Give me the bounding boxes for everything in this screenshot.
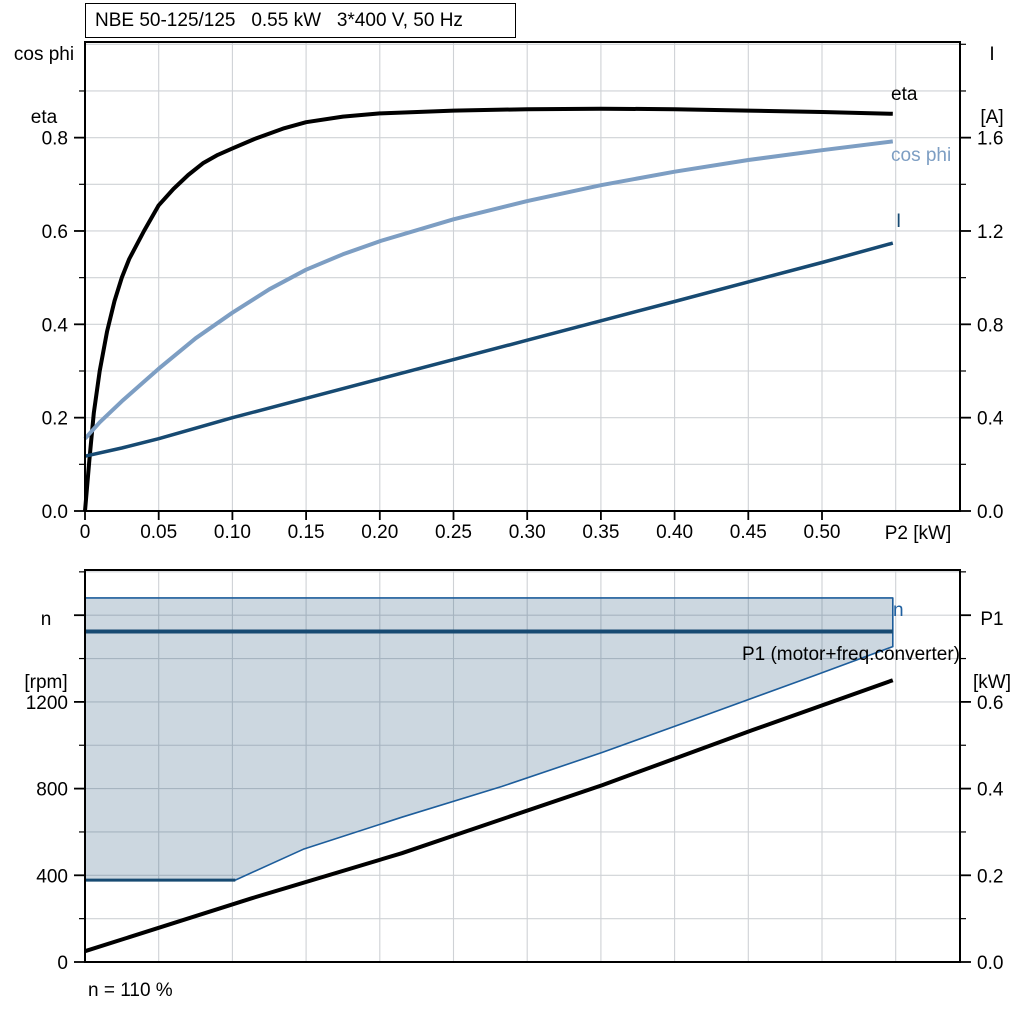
n-curve-label: n xyxy=(893,600,904,621)
current-curve-label: I xyxy=(896,211,902,232)
top-chart-right-tick-label: 0.0 xyxy=(977,502,1003,523)
top-chart-right-tick-label: 0.4 xyxy=(977,409,1004,430)
bottom-chart-area-n-speed-operating-range xyxy=(84,597,894,881)
right-axis-unit-ampere: [A] xyxy=(980,107,1004,128)
top-chart-curve-I xyxy=(84,241,894,458)
p1-curve-label: P1 (motor+freq.converter) xyxy=(741,644,960,665)
top-chart-x-tick-label: 0.45 xyxy=(730,522,767,543)
top-chart-x-tick-label: 0.35 xyxy=(582,522,619,543)
top-chart-curve-cos-phi xyxy=(83,139,894,441)
top-chart-x-tick-label: 0.40 xyxy=(656,522,693,543)
top-chart-x-tick-label: 0.30 xyxy=(509,522,546,543)
top-right-axis-header: I [A] xyxy=(966,2,1018,170)
speed-setting-footnote: n = 110 % xyxy=(88,980,173,1001)
top-chart-left-tick-label: 0.4 xyxy=(42,315,69,336)
top-chart-x-tick-label: 0.10 xyxy=(214,522,251,543)
bottom-chart-right-tick-label: 0.2 xyxy=(977,866,1003,887)
top-chart-right-tick-label: 1.6 xyxy=(977,129,1003,150)
chart-title-box: NBE 50-125/125 0.55 kW 3*400 V, 50 Hz xyxy=(85,3,516,38)
top-chart-left-tick-label: 0.2 xyxy=(42,409,68,430)
left-axis-unit-rpm: [rpm] xyxy=(24,672,68,693)
left-axis-unit-cos-phi: cos phi xyxy=(13,44,75,65)
chart-title: NBE 50-125/125 0.55 kW 3*400 V, 50 Hz xyxy=(95,9,463,31)
top-chart-x-tick-label: 0.25 xyxy=(435,522,472,543)
bottom-chart-curve-P1-motor-freq-converter- xyxy=(84,678,894,954)
top-chart-x-tick-label: 0.15 xyxy=(288,522,325,543)
bottom-chart-left-tick-label: 800 xyxy=(36,780,68,801)
x-axis-label: P2 [kW] xyxy=(884,523,952,544)
top-chart-x-tick-label: 0.50 xyxy=(804,522,841,543)
top-chart-x-tick-label: 0.20 xyxy=(361,522,398,543)
bottom-chart-left-tick-label: 1200 xyxy=(26,693,68,714)
left-axis-unit-eta: eta xyxy=(30,107,58,128)
right-axis-unit-p1: P1 xyxy=(980,609,1004,630)
top-chart-x-tick-label: 0.05 xyxy=(140,522,177,543)
bottom-chart-left-tick-label: 400 xyxy=(36,866,68,887)
bottom-chart-right-tick-label: 0.6 xyxy=(977,693,1003,714)
top-chart-left-tick-label: 0.0 xyxy=(42,502,68,523)
right-axis-unit-kw: [kW] xyxy=(973,672,1011,693)
top-chart-right-tick-label: 1.2 xyxy=(977,222,1003,243)
top-chart-curve-eta xyxy=(83,106,893,512)
bottom-left-axis-header: n [rpm] xyxy=(8,567,84,735)
top-chart-right-tick-label: 0.8 xyxy=(977,315,1003,336)
top-left-axis-header: cos phi eta xyxy=(6,2,82,170)
top-chart-plot-border xyxy=(84,41,961,512)
bottom-chart-left-tick-label: 0 xyxy=(57,953,68,974)
top-chart-left-tick-label: 0.8 xyxy=(42,129,68,150)
bottom-right-axis-header: P1 [kW] xyxy=(966,567,1018,735)
bottom-chart-right-tick-label: 0.0 xyxy=(977,953,1003,974)
bottom-chart-plot-border xyxy=(84,569,961,963)
eta-curve-label: eta xyxy=(891,84,918,105)
top-chart-x-tick-label: 0 xyxy=(80,522,91,543)
cos-phi-curve-label: cos phi xyxy=(891,145,952,166)
right-axis-unit-current: I xyxy=(989,44,995,65)
left-axis-unit-n: n xyxy=(40,609,52,630)
top-chart-left-tick-label: 0.6 xyxy=(42,222,68,243)
bottom-chart-right-tick-label: 0.4 xyxy=(977,780,1004,801)
